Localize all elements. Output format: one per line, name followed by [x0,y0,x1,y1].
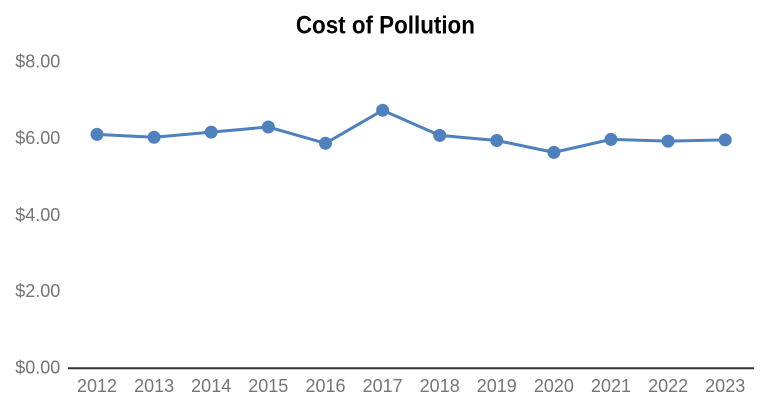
svg-text:$6.00: $6.00 [15,128,60,148]
svg-text:2015: 2015 [248,376,288,396]
svg-text:2016: 2016 [305,376,345,396]
svg-text:2012: 2012 [77,376,117,396]
svg-text:2023: 2023 [705,376,745,396]
svg-text:2020: 2020 [534,376,574,396]
svg-text:Cost of Pollution: Cost of Pollution [296,12,475,40]
svg-text:$4.00: $4.00 [15,205,60,225]
svg-text:$2.00: $2.00 [15,281,60,301]
svg-text:2022: 2022 [648,376,688,396]
svg-text:2021: 2021 [591,376,631,396]
svg-text:$0.00: $0.00 [15,358,60,378]
svg-text:2018: 2018 [420,376,460,396]
svg-text:$8.00: $8.00 [15,52,60,72]
svg-text:2017: 2017 [363,376,403,396]
svg-text:2013: 2013 [134,376,174,396]
svg-text:2014: 2014 [191,376,231,396]
svg-text:2019: 2019 [477,376,517,396]
